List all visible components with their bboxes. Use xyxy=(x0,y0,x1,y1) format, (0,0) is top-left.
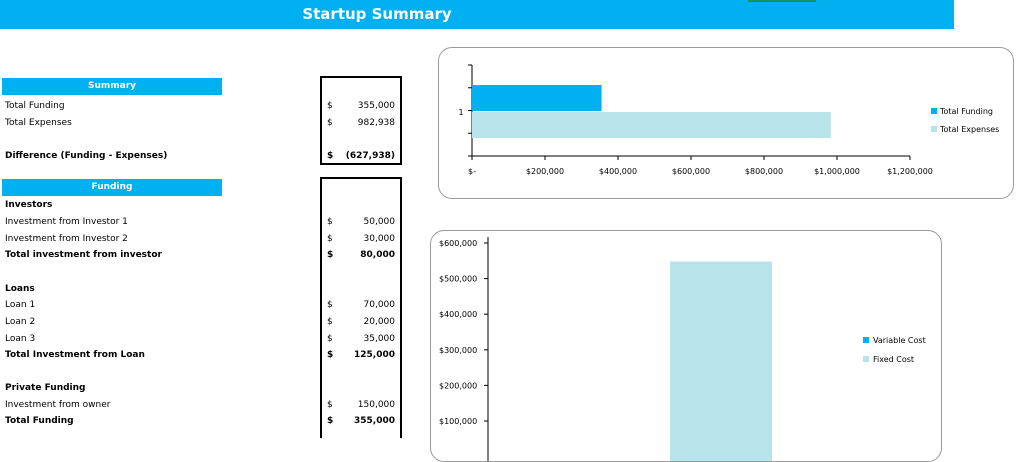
label-loan-2: Loan 2 xyxy=(5,317,36,327)
currency-total-funding: $ xyxy=(327,416,334,426)
chart1-x-tick-label: $200,000 xyxy=(526,167,564,176)
investors-title: Investors xyxy=(5,200,53,210)
chart1-category-label: 1 xyxy=(458,108,463,117)
summary-currency-difference: $ xyxy=(327,151,334,161)
funding-section-header: Funding xyxy=(2,179,222,196)
loans-title: Loans xyxy=(5,284,35,294)
label-loan-1: Loan 1 xyxy=(5,300,36,310)
currency-owner-investment: $ xyxy=(327,400,333,410)
summary-value-total-funding[interactable]: 355,000 xyxy=(357,101,395,111)
value-loan-3[interactable]: 35,000 xyxy=(363,334,396,344)
chart1-x-tick-label: $600,000 xyxy=(672,167,710,176)
title-bar xyxy=(0,0,954,29)
label-total-funding: Total Funding xyxy=(5,416,74,426)
summary-value-total-expenses[interactable]: 982,938 xyxy=(357,118,395,128)
chart1-x-tick-label: $- xyxy=(468,167,476,176)
chart2-legend-swatch xyxy=(863,356,869,362)
funding-vs-expenses-chart-svg: $- $200,000 $400,000 $600,000 $800,000 $1,000… xyxy=(458,64,999,176)
chart2-y-tick-label: $400,000 xyxy=(439,310,477,319)
label-investor-2: Investment from Investor 2 xyxy=(5,234,128,244)
page-title: Startup Summary xyxy=(302,5,452,23)
summary-label-total-funding: Total Funding xyxy=(5,101,65,111)
currency-loan-1: $ xyxy=(327,300,333,310)
chart1-legend-swatch xyxy=(931,108,937,114)
chart2-y-tick-label: $500,000 xyxy=(439,275,477,284)
label-investor-1: Investment from Investor 1 xyxy=(5,217,128,227)
summary-amounts-box xyxy=(320,76,402,165)
value-owner-investment[interactable]: 150,000 xyxy=(357,400,395,410)
cost-breakdown-chart[interactable]: $600,000 $500,000 $400,000 $300,000 $200,000… xyxy=(430,230,942,462)
value-total-funding[interactable]: 355,000 xyxy=(354,416,395,426)
summary-currency-total-funding: $ xyxy=(327,101,333,111)
value-total-loan[interactable]: 125,000 xyxy=(354,350,395,360)
summary-currency-total-expenses: $ xyxy=(327,118,333,128)
chart2-y-tick-label: $200,000 xyxy=(439,381,477,390)
currency-total-investor: $ xyxy=(327,250,334,260)
chart1-legend-swatch xyxy=(931,126,937,132)
chart2-legend-label: Variable Cost xyxy=(873,336,926,345)
currency-loan-3: $ xyxy=(327,334,333,344)
value-loan-1[interactable]: 70,000 xyxy=(363,300,396,310)
selected-cell-indicator xyxy=(748,0,816,2)
label-owner-investment: Investment from owner xyxy=(5,400,111,410)
chart1-x-tick-label: $800,000 xyxy=(745,167,783,176)
summary-section-header: Summary xyxy=(2,78,222,95)
value-loan-2[interactable]: 20,000 xyxy=(363,317,396,327)
chart2-y-tick-label: $100,000 xyxy=(439,417,477,426)
summary-label-total-expenses: Total Expenses xyxy=(5,118,72,128)
summary-label-difference: Difference (Funding - Expenses) xyxy=(5,151,168,161)
chart2-legend-swatch xyxy=(863,337,869,343)
cost-breakdown-chart-svg: $600,000 $500,000 $400,000 $300,000 $200,000… xyxy=(439,237,926,461)
value-investor-1[interactable]: 50,000 xyxy=(363,217,396,227)
chart2-legend-label: Fixed Cost xyxy=(873,355,914,364)
value-total-investor[interactable]: 80,000 xyxy=(360,250,395,260)
summary-value-difference[interactable]: (627,938) xyxy=(345,151,395,161)
value-investor-2[interactable]: 30,000 xyxy=(363,234,396,244)
chart2-bar-fixed-cost xyxy=(670,261,772,461)
label-total-loan: Total Investment from Loan xyxy=(5,350,145,360)
label-total-investor: Total investment from investor xyxy=(5,250,162,260)
chart1-bar-total-funding xyxy=(472,85,602,111)
label-loan-3: Loan 3 xyxy=(5,334,36,344)
chart1-x-tick-label: $1,200,000 xyxy=(887,167,933,176)
chart2-y-tick-label: $300,000 xyxy=(439,346,477,355)
currency-investor-1: $ xyxy=(327,217,333,227)
chart1-bar-total-expenses xyxy=(472,112,831,138)
chart1-x-tick-label: $1,000,000 xyxy=(814,167,860,176)
currency-investor-2: $ xyxy=(327,234,333,244)
funding-amounts-box xyxy=(320,177,402,438)
private-funding-title: Private Funding xyxy=(5,383,86,393)
chart1-legend-label: Total Expenses xyxy=(939,125,999,134)
chart1-x-tick-label: $400,000 xyxy=(599,167,637,176)
chart2-y-tick-label: $600,000 xyxy=(439,239,477,248)
currency-loan-2: $ xyxy=(327,317,333,327)
funding-vs-expenses-chart[interactable]: $- $200,000 $400,000 $600,000 $800,000 $1,000… xyxy=(438,47,1014,199)
currency-total-loan: $ xyxy=(327,350,334,360)
chart1-legend-label: Total Funding xyxy=(939,107,993,116)
